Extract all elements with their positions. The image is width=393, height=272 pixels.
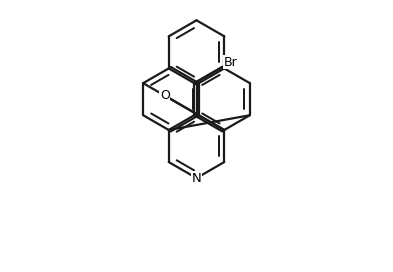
Text: N: N (192, 172, 201, 185)
Text: O: O (160, 89, 170, 102)
Text: Br: Br (224, 56, 237, 69)
